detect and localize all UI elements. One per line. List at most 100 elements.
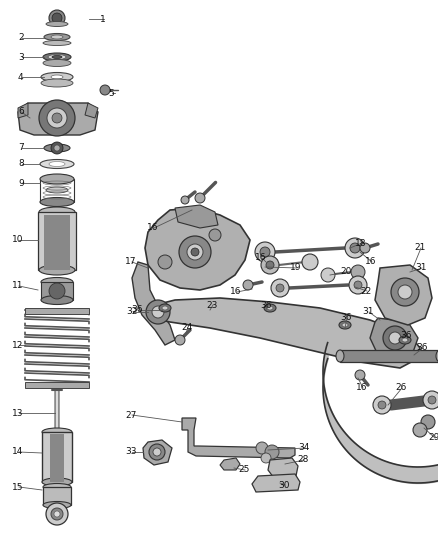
Ellipse shape <box>43 53 71 61</box>
Circle shape <box>378 401 386 409</box>
Text: 26: 26 <box>395 384 406 392</box>
Text: 16: 16 <box>255 254 266 262</box>
Text: 20: 20 <box>340 268 351 277</box>
Polygon shape <box>252 474 300 492</box>
Text: 9: 9 <box>18 179 24 188</box>
Bar <box>25 308 89 314</box>
Polygon shape <box>375 265 432 325</box>
Circle shape <box>181 196 189 204</box>
Ellipse shape <box>43 483 71 490</box>
Ellipse shape <box>402 338 408 342</box>
Text: 16: 16 <box>356 384 367 392</box>
Circle shape <box>52 113 62 123</box>
Circle shape <box>383 326 407 350</box>
Text: 36: 36 <box>340 313 352 322</box>
Circle shape <box>51 142 63 154</box>
Polygon shape <box>182 418 295 458</box>
Text: 5: 5 <box>108 88 114 98</box>
Ellipse shape <box>162 306 168 310</box>
Circle shape <box>146 300 170 324</box>
Circle shape <box>360 243 370 253</box>
Ellipse shape <box>41 72 73 82</box>
Circle shape <box>54 145 60 151</box>
Text: 12: 12 <box>12 341 23 350</box>
Bar <box>43 487 71 505</box>
Text: 6: 6 <box>18 108 24 117</box>
Text: 36: 36 <box>260 301 272 310</box>
Circle shape <box>46 503 68 525</box>
Ellipse shape <box>41 295 73 304</box>
Polygon shape <box>85 103 98 118</box>
Circle shape <box>373 396 391 414</box>
Polygon shape <box>18 103 28 118</box>
Circle shape <box>391 278 419 306</box>
Circle shape <box>47 108 67 128</box>
Ellipse shape <box>52 55 62 59</box>
Bar <box>340 350 438 362</box>
Ellipse shape <box>40 174 74 184</box>
Polygon shape <box>152 298 420 368</box>
Bar <box>50 434 64 482</box>
Ellipse shape <box>436 350 438 362</box>
Ellipse shape <box>46 187 68 193</box>
Ellipse shape <box>264 304 276 312</box>
Text: 4: 4 <box>18 72 24 82</box>
Circle shape <box>350 243 360 253</box>
Circle shape <box>39 100 75 136</box>
Circle shape <box>271 279 289 297</box>
Text: 32: 32 <box>126 308 138 317</box>
Circle shape <box>261 453 271 463</box>
Circle shape <box>389 332 401 344</box>
Ellipse shape <box>41 79 73 87</box>
Ellipse shape <box>48 54 66 60</box>
Ellipse shape <box>399 336 411 344</box>
Circle shape <box>191 248 199 256</box>
Circle shape <box>49 283 65 299</box>
Polygon shape <box>175 205 218 228</box>
Circle shape <box>266 261 274 269</box>
Ellipse shape <box>42 478 72 486</box>
Text: 29: 29 <box>428 433 438 442</box>
Bar <box>44 215 70 270</box>
Circle shape <box>158 255 172 269</box>
Ellipse shape <box>41 278 73 287</box>
Text: 22: 22 <box>360 287 371 295</box>
Text: 21: 21 <box>414 244 425 253</box>
Text: 15: 15 <box>12 482 24 491</box>
Circle shape <box>302 254 318 270</box>
Bar <box>42 432 72 482</box>
Ellipse shape <box>51 75 63 79</box>
Polygon shape <box>143 440 172 465</box>
Circle shape <box>195 193 205 203</box>
Ellipse shape <box>49 161 65 166</box>
Text: 19: 19 <box>290 263 301 272</box>
Text: 18: 18 <box>355 238 367 247</box>
Text: 16: 16 <box>147 223 159 232</box>
Ellipse shape <box>51 35 63 39</box>
Text: 36: 36 <box>131 305 142 314</box>
Circle shape <box>321 268 335 282</box>
Text: 34: 34 <box>298 443 309 453</box>
Circle shape <box>54 511 60 517</box>
Text: 14: 14 <box>12 448 23 456</box>
Text: 27: 27 <box>125 410 136 419</box>
Ellipse shape <box>159 304 171 312</box>
Bar <box>38 212 76 270</box>
Text: 36: 36 <box>416 343 427 352</box>
Circle shape <box>265 445 279 459</box>
Text: 3: 3 <box>18 52 24 61</box>
Polygon shape <box>220 458 240 470</box>
Text: 30: 30 <box>278 481 290 489</box>
Circle shape <box>423 391 438 409</box>
Text: 23: 23 <box>206 301 217 310</box>
Circle shape <box>354 281 362 289</box>
Text: 11: 11 <box>12 281 24 290</box>
Ellipse shape <box>46 21 68 27</box>
Text: 31: 31 <box>362 308 374 317</box>
Ellipse shape <box>39 207 75 217</box>
Ellipse shape <box>412 353 418 357</box>
Circle shape <box>152 306 164 318</box>
Text: 25: 25 <box>238 465 249 474</box>
Ellipse shape <box>43 60 71 67</box>
Ellipse shape <box>39 265 75 275</box>
